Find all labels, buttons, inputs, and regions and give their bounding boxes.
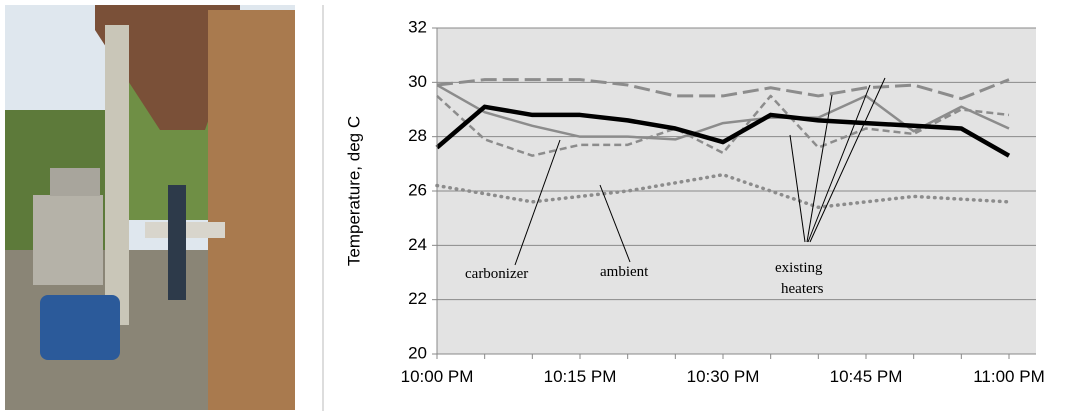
photo-machine-top bbox=[50, 168, 100, 196]
leader-line bbox=[599, 184, 631, 263]
series-line bbox=[436, 83, 1010, 141]
series-line bbox=[435, 104, 1011, 158]
x-tick-label: 11:00 PM bbox=[973, 367, 1045, 386]
leader-line bbox=[809, 77, 886, 243]
annotation: carbonizer bbox=[465, 266, 528, 282]
annotation: heaters bbox=[781, 281, 824, 297]
leader-line bbox=[806, 94, 833, 243]
photo-wall bbox=[208, 10, 295, 410]
x-tick-label: 10:30 PM bbox=[687, 367, 760, 386]
y-tick-label: 28 bbox=[408, 126, 427, 145]
photo-blower bbox=[40, 295, 120, 360]
series-line bbox=[436, 78, 1010, 101]
y-tick-label: 32 bbox=[408, 17, 427, 36]
series-line bbox=[435, 172, 1011, 210]
x-tick-label: 10:45 PM bbox=[830, 367, 903, 386]
y-axis-label: Temperature, deg C bbox=[344, 116, 363, 266]
y-tick-label: 30 bbox=[408, 72, 427, 91]
annotations bbox=[514, 77, 886, 266]
photo-machine bbox=[33, 195, 103, 285]
photo-roof bbox=[95, 5, 240, 130]
series-line bbox=[436, 94, 1010, 157]
x-tick-label: 10:00 PM bbox=[401, 367, 474, 386]
grid bbox=[437, 27, 1036, 355]
photo-person bbox=[168, 185, 186, 300]
leader-line bbox=[807, 84, 871, 243]
series-group bbox=[435, 78, 1011, 210]
annotation: ambient bbox=[600, 264, 649, 280]
photo bbox=[5, 5, 295, 410]
y-tick-label: 22 bbox=[408, 289, 427, 308]
axes: 20 22 24 26 28 30 32 10:00 PM 10:15 PM 10:30 PM 10… bbox=[401, 17, 1045, 386]
annotation: existing bbox=[775, 260, 823, 276]
y-tick-label: 20 bbox=[408, 343, 427, 362]
leader-line bbox=[789, 134, 806, 243]
x-tick-label: 10:15 PM bbox=[544, 367, 617, 386]
y-tick-label: 24 bbox=[408, 235, 427, 254]
leader-line bbox=[514, 139, 561, 266]
photo-pipe bbox=[105, 25, 129, 325]
y-tick-label: 26 bbox=[408, 180, 427, 199]
